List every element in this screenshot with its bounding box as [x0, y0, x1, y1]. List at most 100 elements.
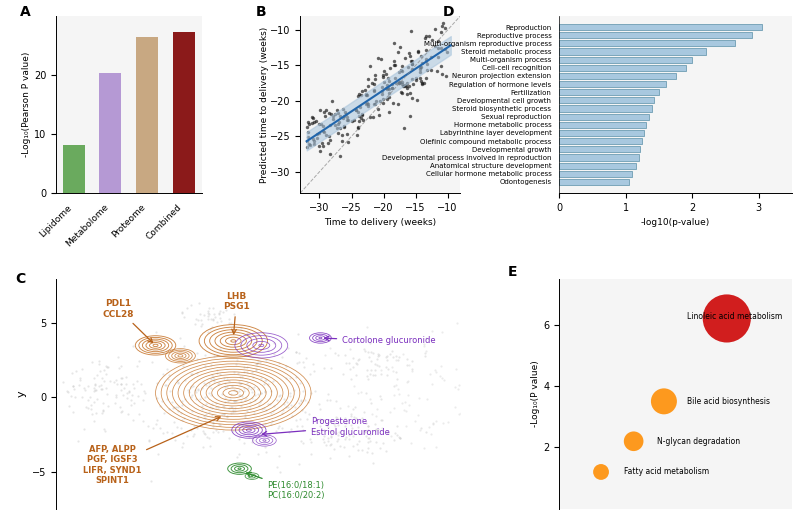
Point: [395, 78, 408, 86]
Point: [404, 89, 417, 97]
Point: [398, 123, 410, 132]
Point: [238, 367, 251, 376]
Point: [327, 112, 340, 120]
Point: [324, 439, 337, 448]
Point: [352, 112, 365, 121]
Point: [325, 110, 338, 118]
Point: [406, 80, 419, 89]
Point: [254, 395, 267, 404]
Point: [350, 106, 362, 114]
Point: [215, 317, 228, 326]
Point: [86, 410, 98, 419]
Point: [352, 355, 365, 363]
Point: [359, 91, 372, 100]
Point: [312, 128, 325, 137]
Point: [265, 420, 278, 428]
Point: [191, 413, 204, 421]
Point: [396, 350, 409, 358]
Point: [418, 340, 430, 348]
Point: [415, 423, 428, 432]
Point: [334, 152, 346, 161]
Point: [426, 419, 439, 428]
Point: [295, 396, 308, 405]
Point: [418, 33, 431, 42]
Point: [369, 70, 382, 79]
Point: [220, 413, 233, 421]
Point: [142, 422, 154, 430]
Point: [346, 363, 359, 371]
Point: [386, 363, 398, 371]
Point: [374, 97, 387, 105]
Point: [162, 370, 175, 379]
Point: [378, 67, 390, 75]
Point: [375, 86, 388, 95]
Point: [392, 79, 405, 87]
Point: [362, 75, 374, 84]
Point: [230, 453, 243, 461]
Point: [358, 427, 371, 435]
Point: [126, 380, 139, 388]
Point: [176, 308, 189, 316]
Point: [250, 360, 263, 369]
Point: [170, 376, 183, 385]
Point: [350, 370, 362, 379]
Point: [195, 402, 208, 410]
Point: [238, 387, 250, 396]
Point: [285, 425, 298, 433]
Point: [390, 351, 402, 360]
Point: [127, 383, 140, 392]
Point: [396, 80, 409, 88]
Point: [386, 366, 399, 375]
Point: [426, 419, 439, 428]
Point: [227, 368, 240, 376]
Point: [451, 385, 464, 393]
Point: [369, 359, 382, 368]
Point: [62, 388, 74, 396]
Point: [393, 434, 406, 443]
Point: [271, 423, 284, 432]
Point: [82, 396, 94, 405]
Point: [353, 437, 366, 446]
Point: [380, 84, 393, 93]
Point: [185, 369, 198, 378]
Point: [204, 402, 217, 411]
Point: [401, 84, 414, 93]
Point: [293, 348, 306, 357]
Point: [218, 383, 231, 391]
Point: [344, 345, 357, 354]
Point: [218, 394, 231, 403]
Point: [210, 318, 223, 326]
Point: [234, 380, 246, 388]
Point: [282, 403, 294, 411]
Point: [302, 120, 315, 129]
Point: [161, 395, 174, 403]
Point: [265, 387, 278, 395]
Point: [202, 388, 215, 397]
Point: [330, 414, 343, 422]
Point: [318, 351, 331, 359]
Point: [406, 75, 418, 83]
Point: [184, 370, 197, 379]
Point: [318, 112, 331, 120]
Point: [246, 393, 258, 402]
Point: [133, 357, 146, 366]
Point: [339, 432, 352, 441]
Point: [270, 396, 283, 404]
Point: [125, 395, 138, 404]
Point: [318, 108, 330, 117]
Point: [119, 440, 132, 448]
Point: [389, 60, 402, 69]
Point: [196, 443, 209, 452]
Point: [323, 343, 336, 352]
Point: [208, 352, 221, 361]
Point: [306, 119, 318, 127]
Point: [418, 444, 430, 453]
Point: [151, 394, 164, 402]
Point: [419, 334, 432, 342]
Point: [377, 73, 390, 81]
Point: [332, 428, 345, 437]
Point: [246, 423, 259, 431]
Point: [338, 121, 350, 130]
Point: [430, 443, 442, 451]
Point: [350, 440, 363, 448]
